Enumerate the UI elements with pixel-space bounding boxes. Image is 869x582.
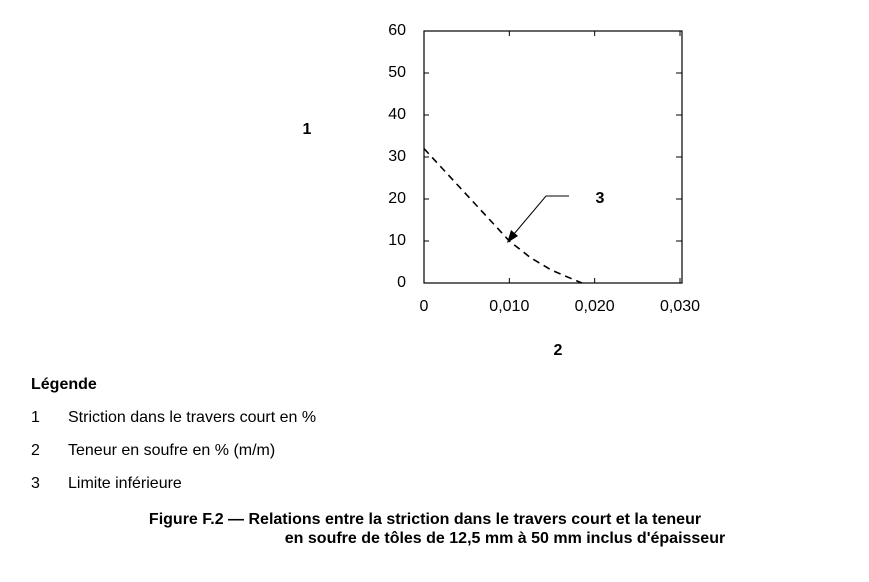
y-axis-label: 1 xyxy=(303,121,312,138)
y-tick-label: 20 xyxy=(388,190,406,207)
caption-line: Figure F.2 — Relations entre la strictio… xyxy=(149,511,701,528)
legend-text: Striction dans le travers court en % xyxy=(68,409,316,426)
annotation-leader xyxy=(513,195,569,235)
annotation-arrowhead xyxy=(507,230,518,243)
x-tick-label: 0 xyxy=(420,298,429,315)
legend-text: Limite inférieure xyxy=(68,475,182,492)
x-axis-label: 2 xyxy=(554,342,563,359)
y-tick-label: 50 xyxy=(388,64,406,81)
x-tick-label: 0,010 xyxy=(489,298,529,315)
annotation: 3 xyxy=(596,190,605,207)
legend-key: 1 xyxy=(31,409,40,426)
legend-title: Légende xyxy=(31,376,97,393)
legend-key: 2 xyxy=(31,442,40,459)
data-line xyxy=(423,148,583,284)
caption-line: en soufre de tôles de 12,5 mm à 50 mm in… xyxy=(285,530,725,547)
legend-text: Teneur en soufre en % (m/m) xyxy=(68,442,275,459)
x-tick-label: 0,030 xyxy=(660,298,700,315)
y-tick-label: 30 xyxy=(388,148,406,165)
legend-key: 3 xyxy=(31,475,40,492)
plot-frame xyxy=(423,30,683,284)
y-tick-label: 60 xyxy=(388,22,406,39)
y-tick-label: 0 xyxy=(397,274,406,291)
x-tick-label: 0,020 xyxy=(575,298,615,315)
y-tick-label: 40 xyxy=(388,106,406,123)
y-tick-label: 10 xyxy=(388,232,406,249)
